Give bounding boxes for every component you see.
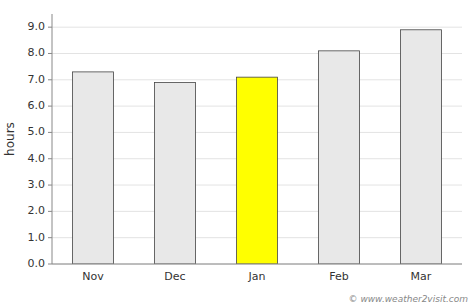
grid-line (52, 264, 462, 265)
y-tick (48, 53, 52, 54)
y-tick (48, 27, 52, 28)
y-tick-label: 5.0 (28, 125, 46, 138)
x-tick-label: Dec (164, 270, 185, 283)
y-tick (48, 211, 52, 212)
x-tick-label: Nov (82, 270, 104, 283)
x-tick-label: Jan (248, 270, 266, 283)
y-tick-label: 3.0 (28, 178, 46, 191)
y-ticks: 0.0 1.0 2.0 3.0 4.0 5.0 6.0 7.0 8.0 9.0 (28, 20, 53, 270)
y-tick-label: 2.0 (28, 204, 46, 217)
y-tick (48, 79, 52, 80)
grid-line (52, 27, 462, 28)
y-tick-label: 8.0 (28, 46, 46, 59)
y-grid (52, 27, 462, 264)
bar (155, 82, 196, 264)
y-tick-label: 4.0 (28, 152, 46, 165)
x-tick-label: Mar (411, 270, 432, 283)
y-tick (48, 158, 52, 159)
y-tick-label: 7.0 (28, 73, 46, 86)
y-tick (48, 237, 52, 238)
y-tick (48, 185, 52, 186)
y-tick (48, 106, 52, 107)
chart-container: 0.0 1.0 2.0 3.0 4.0 5.0 6.0 7.0 8.0 9.0 Nov Dec Jan F… (0, 0, 474, 308)
y-tick (48, 264, 52, 265)
y-tick-label: 1.0 (28, 231, 46, 244)
y-axis-label: hours (3, 122, 17, 156)
bar (237, 77, 278, 264)
y-tick-label: 0.0 (28, 257, 46, 270)
y-tick (48, 132, 52, 133)
y-axis-line (52, 14, 53, 264)
x-tick-label: Feb (329, 270, 348, 283)
bar (401, 30, 442, 264)
y-tick-label: 6.0 (28, 99, 46, 112)
chart: 0.0 1.0 2.0 3.0 4.0 5.0 6.0 7.0 8.0 9.0 Nov Dec Jan F… (0, 0, 474, 308)
bar (73, 72, 114, 264)
watermark: © www.weather2visit.com (349, 294, 469, 304)
x-axis-line (52, 264, 462, 265)
bar (319, 51, 360, 264)
bars (73, 30, 442, 264)
y-tick-label: 9.0 (28, 20, 46, 33)
x-ticks: Nov Dec Jan Feb Mar (82, 270, 432, 283)
